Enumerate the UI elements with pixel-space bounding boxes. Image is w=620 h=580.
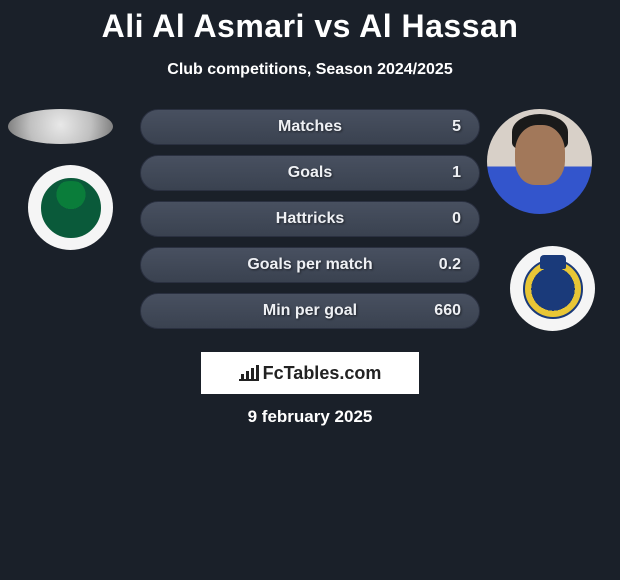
stat-value: 660 xyxy=(434,302,461,320)
club-left-badge-circle xyxy=(28,165,113,250)
stat-row-hattricks: Hattricks 0 xyxy=(140,201,480,237)
al-ahli-badge-icon xyxy=(41,178,101,238)
stat-label: Hattricks xyxy=(276,210,344,228)
stat-row-mpg: Min per goal 660 xyxy=(140,293,480,329)
stat-row-matches: Matches 5 xyxy=(140,109,480,145)
stat-label: Goals xyxy=(288,164,332,182)
brand-text: FcTables.com xyxy=(263,363,382,384)
al-nassr-badge-icon xyxy=(523,259,583,319)
stat-row-gpm: Goals per match 0.2 xyxy=(140,247,480,283)
stat-value: 0.2 xyxy=(439,256,461,274)
stat-label: Goals per match xyxy=(247,256,372,274)
stat-label: Matches xyxy=(278,118,342,136)
subtitle: Club competitions, Season 2024/2025 xyxy=(0,61,620,79)
stat-value: 0 xyxy=(452,210,461,228)
brand-box: FcTables.com xyxy=(201,352,419,394)
stat-label: Min per goal xyxy=(263,302,357,320)
stat-value: 1 xyxy=(452,164,461,182)
player-left-photo xyxy=(8,109,113,144)
bar-chart-icon xyxy=(239,365,259,381)
club-right-badge-circle xyxy=(510,246,595,331)
stat-row-goals: Goals 1 xyxy=(140,155,480,191)
face-shape xyxy=(515,125,565,185)
stat-value: 5 xyxy=(452,118,461,136)
stats-column: Matches 5 Goals 1 Hattricks 0 Goals per … xyxy=(140,109,480,339)
date-label: 9 february 2025 xyxy=(248,407,373,427)
page-title: Ali Al Asmari vs Al Hassan xyxy=(0,0,620,45)
player-right-photo xyxy=(487,109,592,214)
